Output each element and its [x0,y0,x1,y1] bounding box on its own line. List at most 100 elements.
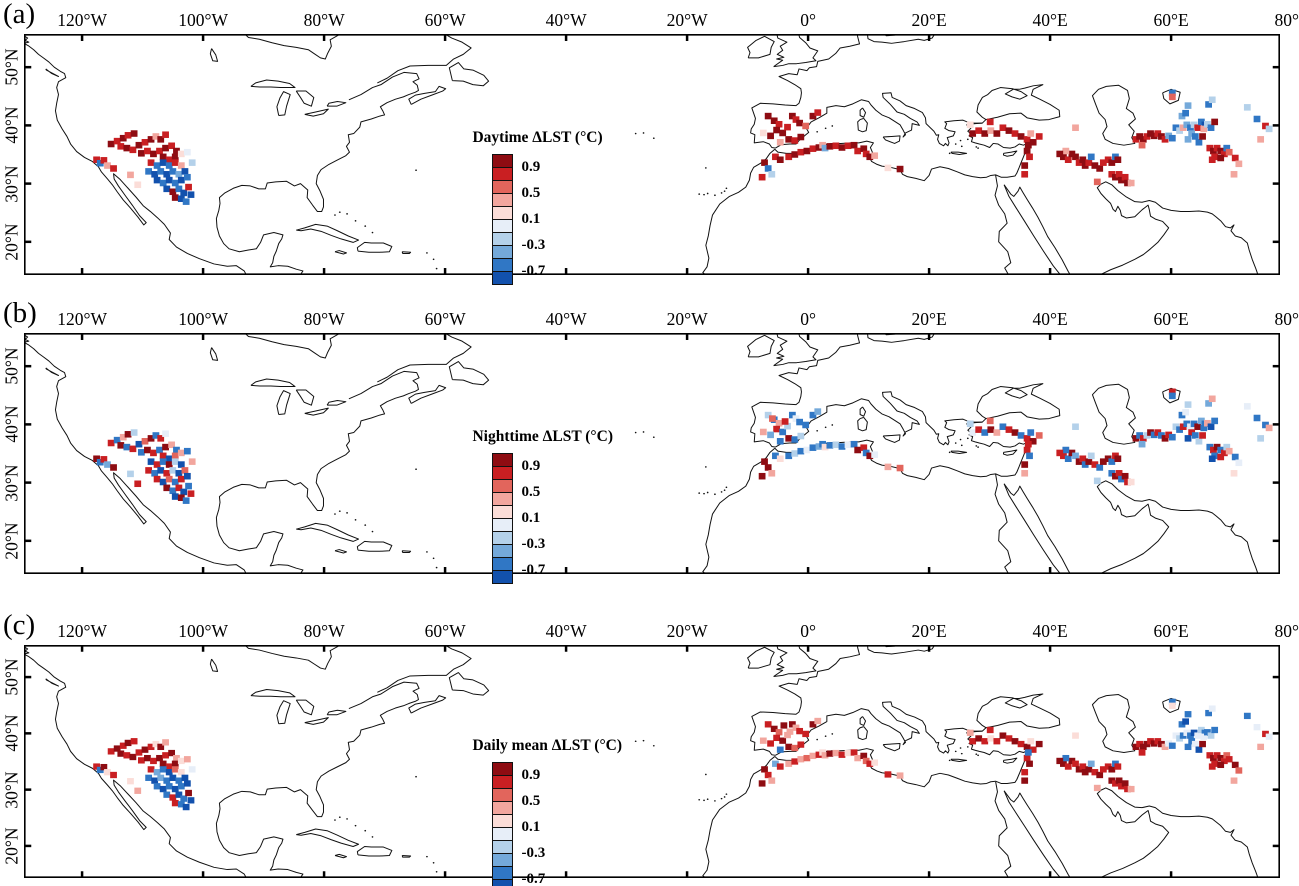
lat-tick-label: 20°N [1,522,22,560]
colorbar-segment [493,789,513,803]
colorbar-segment [493,467,513,481]
colorbar-segment [493,155,513,169]
colorbar-segment [493,220,513,234]
colorbar-segment [493,828,513,842]
panel-letter-a: (a) [3,0,36,30]
coastlines [24,333,1258,574]
lon-tick-label: 120°W [57,309,107,329]
colorbar-tick-label: -0.7 [521,263,546,280]
colorbar-segment [493,545,513,559]
colorbar-tick-label: -0.3 [521,845,546,862]
colorbar-segment [493,272,513,285]
colorbar-tick-label: 0.5 [521,484,541,501]
lat-tick-label: 30°N [1,771,22,809]
colorbar-segment [493,532,513,546]
colorbar-segment [493,867,513,881]
lon-tick-label: 60°W [424,10,466,30]
panel-letter-c: (c) [3,609,36,641]
colorbar-segment [493,815,513,829]
lon-tick-label: 20°W [666,621,708,641]
colorbar-segment [493,233,513,247]
lon-tick-label: 20°W [666,309,708,329]
map-canvas-c [24,645,1280,878]
lon-tick-label: 80°E [1274,10,1299,30]
colorbar-tick-label: 0.9 [521,767,541,784]
lon-tick-label: 40°W [545,621,587,641]
colorbar [492,453,514,585]
lon-tick-label: 20°W [666,10,708,30]
lst-anomaly-cells [93,698,1273,811]
colorbar-segment [493,181,513,195]
colorbar-segment [493,880,513,886]
colorbar-tick-label: 0.5 [521,793,541,810]
lon-tick-label: 60°E [1153,621,1189,641]
colorbar-tick-label: -0.7 [521,871,546,886]
colorbar-segment [493,480,513,494]
lon-tick-label: 0° [800,309,816,329]
colorbar-segment [493,493,513,507]
colorbar-segment [493,776,513,790]
colorbar-segment [493,802,513,816]
lon-tick-label: 40°W [545,10,587,30]
lat-tick-label: 50°N [1,48,22,86]
lon-tick-label: 60°W [424,621,466,641]
colorbar-tick-label: -0.3 [521,536,546,553]
colorbar-segment [493,506,513,520]
lon-tick-label: 60°W [424,309,466,329]
colorbar-segment [493,168,513,182]
lon-tick-label: 100°W [178,621,228,641]
colorbar-segment [493,841,513,855]
legend-b: Nighttime ΔLST (°C) 0.9 0.5 0.1 -0.3 -0.7 [472,428,613,585]
lon-tick-label: 40°W [545,309,587,329]
lat-tick-label: 50°N [1,347,22,385]
lat-tick-label: 20°N [1,827,22,865]
lon-tick-label: 20°E [911,621,947,641]
colorbar-tick-label: -0.3 [521,237,546,254]
colorbar-segment [493,259,513,273]
legend-c: Daily mean ΔLST (°C) 0.9 0.5 0.1 -0.3 -0.7 [472,737,622,886]
lon-tick-label: 40°E [1032,621,1068,641]
colorbar-segment [493,454,513,468]
panel-letter-b: (b) [3,297,37,329]
lat-tick-label: 20°N [1,223,22,261]
map-canvas-b [24,333,1280,574]
lon-tick-label: 60°E [1153,10,1189,30]
colorbar-tick-label: 0.1 [521,510,541,527]
lon-tick-label: 80°E [1274,309,1299,329]
colorbar-tick-label: 0.5 [521,185,541,202]
lst-anomaly-cells [93,388,1273,504]
colorbar [492,154,514,286]
colorbar-segment [493,854,513,868]
lat-tick-label: 30°N [1,165,22,203]
colorbar-segment [493,519,513,533]
colorbar-tick-label: -0.7 [521,562,546,579]
lat-tick-label: 40°N [1,714,22,752]
lon-tick-label: 80°E [1274,621,1299,641]
lon-tick-label: 120°W [57,621,107,641]
lst-anomaly-cells [93,89,1273,205]
colorbar-segment [493,558,513,572]
colorbar-segment [493,207,513,221]
colorbar-segment [493,763,513,777]
lon-tick-label: 80°W [303,621,345,641]
lat-tick-label: 40°N [1,106,22,144]
legend-title: Daily mean ΔLST (°C) [472,737,623,755]
lon-tick-label: 20°E [911,10,947,30]
colorbar-segment [493,194,513,208]
lon-tick-label: 120°W [57,10,107,30]
colorbar-tick-label: 0.9 [521,159,541,176]
lon-tick-label: 100°W [178,309,228,329]
lon-tick-label: 0° [800,621,816,641]
lon-tick-label: 80°W [303,309,345,329]
colorbar-tick-label: 0.1 [521,211,541,228]
colorbar-segment [493,571,513,584]
colorbar-segment [493,246,513,260]
lon-tick-label: 80°W [303,10,345,30]
lon-tick-label: 40°E [1032,309,1068,329]
lat-tick-label: 50°N [1,658,22,696]
lat-tick-label: 40°N [1,405,22,443]
lon-tick-label: 40°E [1032,10,1068,30]
lon-tick-label: 20°E [911,309,947,329]
legend-a: Daytime ΔLST (°C) 0.9 0.5 0.1 -0.3 -0.7 [472,129,603,286]
